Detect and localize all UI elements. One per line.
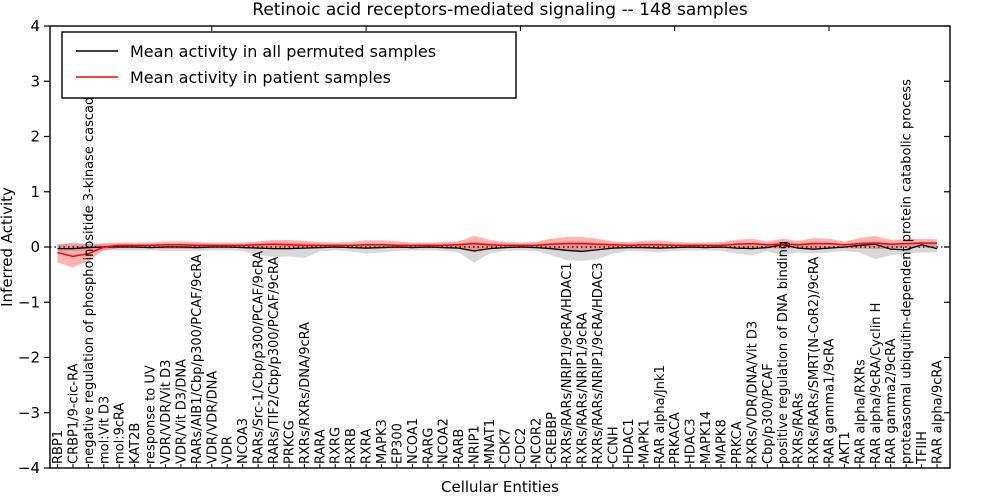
category-label: VDR/VDR/Vit D3 xyxy=(159,360,174,464)
series-lines-layer xyxy=(57,242,938,258)
category-label: RARB xyxy=(452,429,467,464)
category-label: RARs/AIB1/Cbp/p300/PCAF/9cRA xyxy=(190,254,205,464)
category-label: RAR gamma2/9cRA xyxy=(884,338,899,464)
category-label: RAR gamma1/9cRA xyxy=(822,338,837,464)
category-label: CCNH xyxy=(606,426,621,464)
category-label: TFIIH xyxy=(915,431,930,465)
legend-label-patient: Mean activity in patient samples xyxy=(130,68,391,87)
category-label: RXRs/RXRs/DNA/9cRA xyxy=(298,322,313,464)
category-label: VDR xyxy=(221,436,236,464)
category-label: PRKCA xyxy=(730,421,745,464)
category-label: NCOA3 xyxy=(236,418,251,464)
category-label: RXRG xyxy=(329,427,344,464)
y-tick-label: −4 xyxy=(18,459,40,477)
category-label: VDR/VDR/DNA xyxy=(205,371,220,464)
category-label: RARG xyxy=(421,427,436,464)
category-label: MAPK1 xyxy=(637,419,652,464)
legend: Mean activity in all permuted samples Me… xyxy=(61,31,517,99)
y-tick-label: 0 xyxy=(30,238,40,256)
category-label: RBP1 xyxy=(51,430,66,464)
category-label: NCOA1 xyxy=(406,418,421,464)
category-label: MNAT1 xyxy=(483,419,498,464)
category-label: RXRs/RARs/NRIP1/9cRA xyxy=(576,312,591,464)
category-label: response to UV xyxy=(144,365,159,464)
category-label: NCOR2 xyxy=(529,418,544,464)
category-label: RARA xyxy=(313,429,328,464)
category-label: KAT2B xyxy=(128,423,143,464)
series-line-patient xyxy=(57,242,937,258)
y-tick-label: −1 xyxy=(18,293,40,311)
category-label: CREBBP xyxy=(545,412,560,464)
category-label: CDC2 xyxy=(514,428,529,464)
category-label: positive regulation of DNA binding xyxy=(776,241,791,464)
category-label: mol:Vit D3 xyxy=(97,396,112,464)
category-label: MAPK3 xyxy=(375,419,390,464)
y-tick-label: 3 xyxy=(30,72,40,90)
category-label: RARs/TIF2/Cbp/p300/PCAF/9cRA xyxy=(267,257,282,464)
series-line-permuted xyxy=(57,243,938,253)
category-label: RAR alpha/9cRA xyxy=(931,360,946,464)
category-label: MAPK14 xyxy=(699,411,714,464)
category-label: RAR alpha/9cRA/Cyclin H xyxy=(869,303,884,464)
x-axis-label: Cellular Entities xyxy=(441,478,559,496)
category-label: RXRA xyxy=(360,429,375,464)
category-label: NRIP1 xyxy=(468,425,483,464)
category-label: EP300 xyxy=(390,423,405,464)
category-labels-layer: RBP1 CRBP1/9-cic-RA negative regulation of… xyxy=(51,79,946,465)
y-tick-label: 1 xyxy=(30,183,40,201)
y-axis-label: Inferred Activity xyxy=(0,187,16,307)
y-tick-label: 2 xyxy=(30,128,40,146)
category-label: RAR alpha/Jnk1 xyxy=(653,365,668,464)
category-label: AKT1 xyxy=(838,431,853,464)
legend-box xyxy=(61,31,517,99)
category-label: NCOA2 xyxy=(437,418,452,464)
category-label: RAR alpha/RXRs xyxy=(853,359,868,464)
plot-border xyxy=(49,25,951,469)
category-label: RXRs/VDR/DNA/Vit D3 xyxy=(745,321,760,464)
category-label: VDR/Vit D3/DNA xyxy=(174,359,189,464)
category-label: HDAC1 xyxy=(622,418,637,464)
category-label: proteasomal ubiquitin-dependent protein … xyxy=(900,79,915,464)
category-label: Cbp/p300/PCAF xyxy=(761,363,776,464)
category-label: mol:9cRA xyxy=(113,402,128,464)
category-label: RXRs/RARs/NRIP1/9cRA/HDAC1 xyxy=(560,262,575,464)
chart-title: Retinoic acid receptors-mediated signali… xyxy=(252,0,748,20)
y-tick-label: −2 xyxy=(18,349,40,367)
category-label: MAPK8 xyxy=(714,419,729,464)
category-label: RARs/Src-1/Cbp/p300/PCAF/9cRA xyxy=(252,251,267,464)
category-label: CDK7 xyxy=(498,428,513,464)
category-label: HDAC3 xyxy=(684,418,699,464)
category-label: PRKACA xyxy=(668,412,683,464)
category-label: negative regulation of phosphoinositide … xyxy=(82,89,97,464)
category-label: RXRs/RARs/SMRT(N-CoR2)/9cRA xyxy=(807,257,822,464)
y-tick-label: 4 xyxy=(30,17,40,35)
category-label: PRKCG xyxy=(282,420,297,464)
legend-label-permuted: Mean activity in all permuted samples xyxy=(130,42,436,61)
category-label: RXRs/RARs xyxy=(792,392,807,464)
category-label: RXRB xyxy=(344,428,359,464)
category-label: RXRs/RARs/NRIP1/9cRA/HDAC3 xyxy=(591,262,606,464)
y-tick-label: −3 xyxy=(18,404,40,422)
category-label: CRBP1/9-cic-RA xyxy=(66,363,81,464)
